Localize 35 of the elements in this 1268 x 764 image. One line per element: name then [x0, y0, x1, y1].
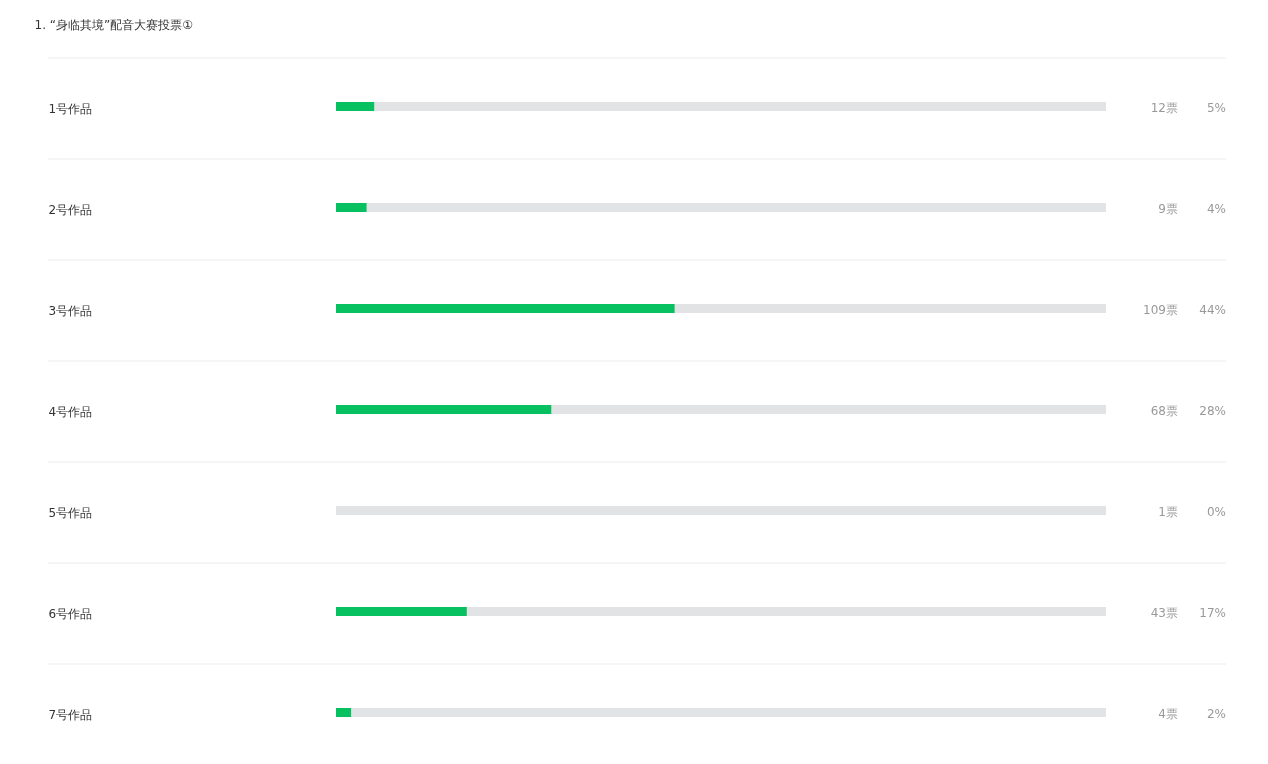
data-label: 0%	[1206, 504, 1226, 519]
bar	[366, 203, 1106, 212]
bar	[674, 304, 1106, 313]
data-label: 28%	[1199, 403, 1226, 418]
y-tick-label: 3号作品	[48, 303, 93, 318]
bar	[336, 607, 467, 616]
text: 68票	[1150, 403, 1178, 418]
data-label: 44%	[1199, 302, 1226, 317]
bar	[336, 102, 375, 111]
bar	[466, 607, 1106, 616]
y-tick-label: 1号作品	[48, 101, 93, 116]
bar	[336, 304, 675, 313]
bar	[336, 708, 352, 717]
y-tick-label: 7号作品	[48, 707, 93, 722]
text: 9票	[1158, 201, 1178, 216]
y-tick-label: 2号作品	[48, 202, 93, 217]
data-label: 2%	[1206, 706, 1226, 721]
y-tick-label: 4号作品	[48, 404, 93, 419]
bar	[336, 506, 1106, 515]
data-label: 17%	[1199, 605, 1226, 620]
text: 1票	[1158, 504, 1178, 519]
text: 1. “身临其境”配音大赛投票①	[34, 17, 193, 32]
bar	[374, 102, 1106, 111]
text: 12票	[1150, 100, 1178, 115]
bar	[551, 405, 1106, 414]
text: 4票	[1158, 706, 1178, 721]
bar	[336, 405, 552, 414]
y-tick-label: 6号作品	[48, 606, 93, 621]
data-label: 4%	[1206, 201, 1226, 216]
data-label: 5%	[1206, 100, 1226, 115]
bar	[336, 203, 367, 212]
text: 109票	[1143, 302, 1178, 317]
text: 43票	[1150, 605, 1178, 620]
bar	[351, 708, 1106, 717]
y-tick-label: 5号作品	[48, 505, 93, 520]
